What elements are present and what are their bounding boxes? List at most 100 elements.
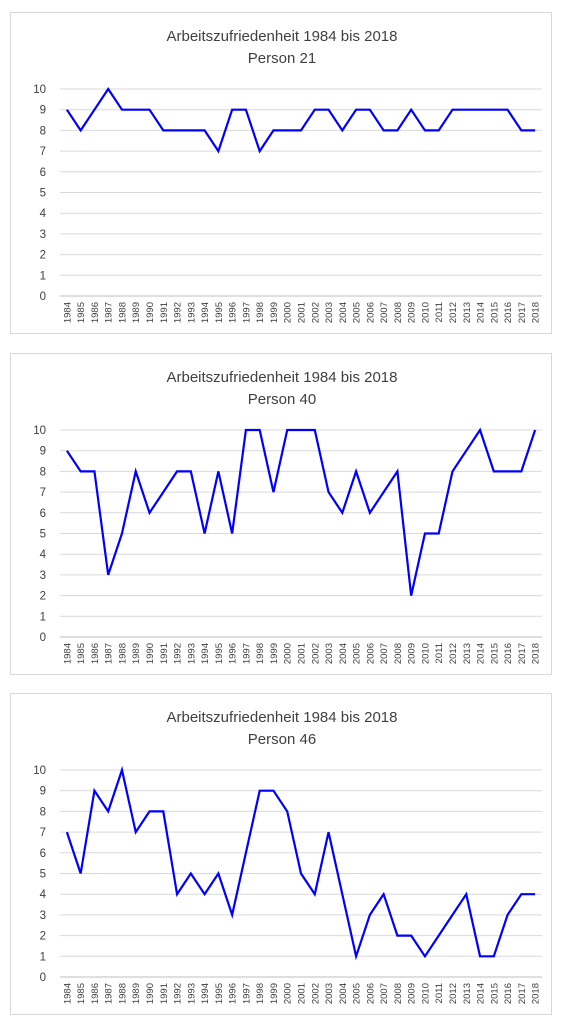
- x-tick-label: 2003: [324, 302, 335, 323]
- x-tick-label: 1997: [241, 983, 252, 1004]
- x-tick-label: 1999: [269, 983, 280, 1004]
- x-tick-label: 2012: [448, 643, 459, 664]
- plot-area: 0 1 2 3 4 5 6 7 8 9 10 1984 1985 1986 1987 1988 1989 1990…: [33, 84, 542, 323]
- chart-subtitle: Person 46: [248, 731, 316, 748]
- x-tick-label: 1992: [173, 983, 184, 1004]
- x-tick-label: 2015: [489, 643, 500, 664]
- x-tick-label: 2016: [503, 643, 514, 664]
- y-tick-label: 3: [40, 570, 46, 582]
- x-tick-label: 1989: [131, 983, 142, 1004]
- x-tick-label: 2013: [462, 302, 473, 323]
- x-tick-label: 1997: [241, 302, 252, 323]
- y-tick-label: 10: [33, 765, 46, 777]
- x-tick-label: 1988: [117, 302, 128, 323]
- x-tick-label: 1986: [90, 302, 101, 323]
- x-tick-label: 2007: [379, 983, 390, 1004]
- x-tick-label: 1993: [186, 983, 197, 1004]
- x-tick-label: 2012: [448, 302, 459, 323]
- chart-subtitle: Person 40: [248, 391, 316, 408]
- x-tick-label: 1993: [186, 643, 197, 664]
- x-tick-label: 2008: [393, 983, 404, 1004]
- plot-area: 0 1 2 3 4 5 6 7 8 9 10 1984 1985 1986 1987 1988 1989 1990…: [33, 765, 542, 1004]
- y-tick-label: 4: [40, 549, 47, 561]
- x-tick-label: 2006: [365, 302, 376, 323]
- y-tick-label: 7: [40, 487, 46, 499]
- y-tick-label: 5: [40, 188, 46, 200]
- chart-title: Arbeitszufriedenheit 1984 bis 2018: [167, 28, 398, 45]
- x-tick-label: 2014: [476, 302, 487, 323]
- chart-title: Arbeitszufriedenheit 1984 bis 2018: [167, 709, 398, 726]
- x-tick-label: 1986: [90, 643, 101, 664]
- x-tick-label: 1985: [76, 983, 87, 1004]
- x-tick-label: 2004: [338, 643, 349, 664]
- x-tick-label: 2016: [503, 302, 514, 323]
- x-tick-label: 1989: [131, 643, 142, 664]
- y-tick-label: 10: [33, 84, 46, 96]
- x-tick-label: 1995: [214, 302, 225, 323]
- line-chart-person-46: Arbeitszufriedenheit 1984 bis 2018 Perso…: [33, 709, 542, 1004]
- x-tick-label: 2018: [531, 643, 542, 664]
- x-tick-label: 2004: [338, 983, 349, 1004]
- x-tick-label: 1984: [62, 302, 73, 323]
- x-tick-label: 2005: [352, 302, 363, 323]
- y-tick-label: 5: [40, 869, 46, 881]
- x-tick-label: 1989: [131, 302, 142, 323]
- x-tick-label: 2010: [420, 302, 431, 323]
- x-tick-label: 1998: [255, 983, 266, 1004]
- x-tick-label: 1996: [228, 983, 239, 1004]
- series-line: [65, 87, 536, 154]
- series-line: [65, 765, 536, 961]
- x-tick-label: 2017: [517, 643, 528, 664]
- x-tick-label: 2016: [503, 983, 514, 1004]
- x-tick-label: 1993: [186, 302, 197, 323]
- y-tick-label: 1: [40, 951, 46, 963]
- x-tick-label: 1998: [255, 643, 266, 664]
- x-tick-label: 2001: [297, 643, 308, 664]
- y-tick-label: 5: [40, 529, 46, 541]
- x-tick-label: 1995: [214, 983, 225, 1004]
- y-tick-label: 9: [40, 786, 46, 798]
- plot-area: 0 1 2 3 4 5 6 7 8 9 10 1984 1985 1986 1987 1988 1989 1990…: [33, 425, 542, 664]
- x-tick-label: 1987: [104, 302, 115, 323]
- x-tick-label: 1996: [228, 643, 239, 664]
- x-tick-label: 2008: [393, 643, 404, 664]
- x-tick-label: 2000: [283, 983, 294, 1004]
- x-tick-label: 2009: [407, 302, 418, 323]
- x-tick-label: 1999: [269, 302, 280, 323]
- y-tick-label: 6: [40, 848, 46, 860]
- x-tick-label: 2002: [310, 643, 321, 664]
- x-tick-label: 2015: [489, 302, 500, 323]
- x-tick-label: 1985: [76, 643, 87, 664]
- x-tick-label: 2013: [462, 983, 473, 1004]
- x-tick-label: 1990: [145, 302, 156, 323]
- y-tick-label: 7: [40, 827, 46, 839]
- y-tick-label: 2: [40, 591, 46, 603]
- x-tick-label: 2000: [283, 302, 294, 323]
- chart-panel-person-40: Arbeitszufriedenheit 1984 bis 2018 Perso…: [10, 353, 552, 675]
- x-tick-label: 1997: [241, 643, 252, 664]
- x-tick-label: 2000: [283, 643, 294, 664]
- x-tick-label: 2006: [365, 983, 376, 1004]
- x-tick-label: 2015: [489, 983, 500, 1004]
- x-tick-label: 1991: [159, 643, 170, 664]
- y-tick-label: 6: [40, 508, 46, 520]
- x-tick-label: 1995: [214, 643, 225, 664]
- x-tick-label: 2018: [531, 983, 542, 1004]
- line-chart-person-21: Arbeitszufriedenheit 1984 bis 2018 Perso…: [33, 28, 542, 323]
- y-tick-label: 1: [40, 611, 46, 623]
- x-tick-label: 2017: [517, 302, 528, 323]
- x-tick-label: 2009: [407, 983, 418, 1004]
- y-tick-label: 8: [40, 466, 46, 478]
- x-tick-label: 1985: [76, 302, 87, 323]
- x-tick-label: 2012: [448, 983, 459, 1004]
- x-tick-label: 2009: [407, 643, 418, 664]
- x-tick-label: 1992: [173, 643, 184, 664]
- x-tick-label: 2010: [420, 983, 431, 1004]
- x-tick-label: 2002: [310, 302, 321, 323]
- y-tick-label: 0: [40, 972, 46, 984]
- x-tick-label: 1988: [117, 643, 128, 664]
- y-tick-label: 3: [40, 229, 46, 241]
- x-tick-label: 1999: [269, 643, 280, 664]
- x-tick-label: 1988: [117, 983, 128, 1004]
- line-chart-person-40: Arbeitszufriedenheit 1984 bis 2018 Perso…: [33, 369, 542, 664]
